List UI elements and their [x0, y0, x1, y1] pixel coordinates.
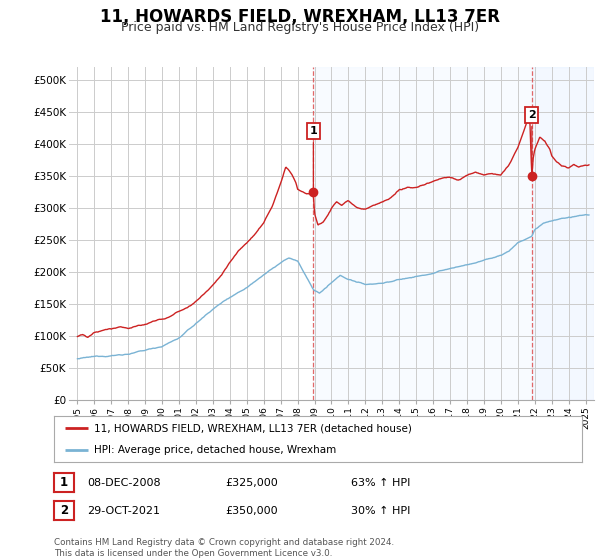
- Bar: [313, 67, 594, 400]
- Text: 63% ↑ HPI: 63% ↑ HPI: [351, 478, 410, 488]
- Bar: [532, 67, 594, 400]
- Text: Contains HM Land Registry data © Crown copyright and database right 2024.
This d: Contains HM Land Registry data © Crown c…: [54, 538, 394, 558]
- Text: 29-OCT-2021: 29-OCT-2021: [87, 506, 160, 516]
- Text: 1: 1: [60, 476, 68, 489]
- Text: 11, HOWARDS FIELD, WREXHAM, LL13 7ER (detached house): 11, HOWARDS FIELD, WREXHAM, LL13 7ER (de…: [94, 423, 412, 433]
- Text: 1: 1: [310, 126, 317, 189]
- Text: 11, HOWARDS FIELD, WREXHAM, LL13 7ER: 11, HOWARDS FIELD, WREXHAM, LL13 7ER: [100, 8, 500, 26]
- Text: £325,000: £325,000: [225, 478, 278, 488]
- Text: £350,000: £350,000: [225, 506, 278, 516]
- Text: 2: 2: [528, 110, 536, 174]
- Text: 30% ↑ HPI: 30% ↑ HPI: [351, 506, 410, 516]
- Text: Price paid vs. HM Land Registry's House Price Index (HPI): Price paid vs. HM Land Registry's House …: [121, 21, 479, 34]
- Text: 2: 2: [60, 504, 68, 517]
- Text: HPI: Average price, detached house, Wrexham: HPI: Average price, detached house, Wrex…: [94, 445, 336, 455]
- Text: 08-DEC-2008: 08-DEC-2008: [87, 478, 161, 488]
